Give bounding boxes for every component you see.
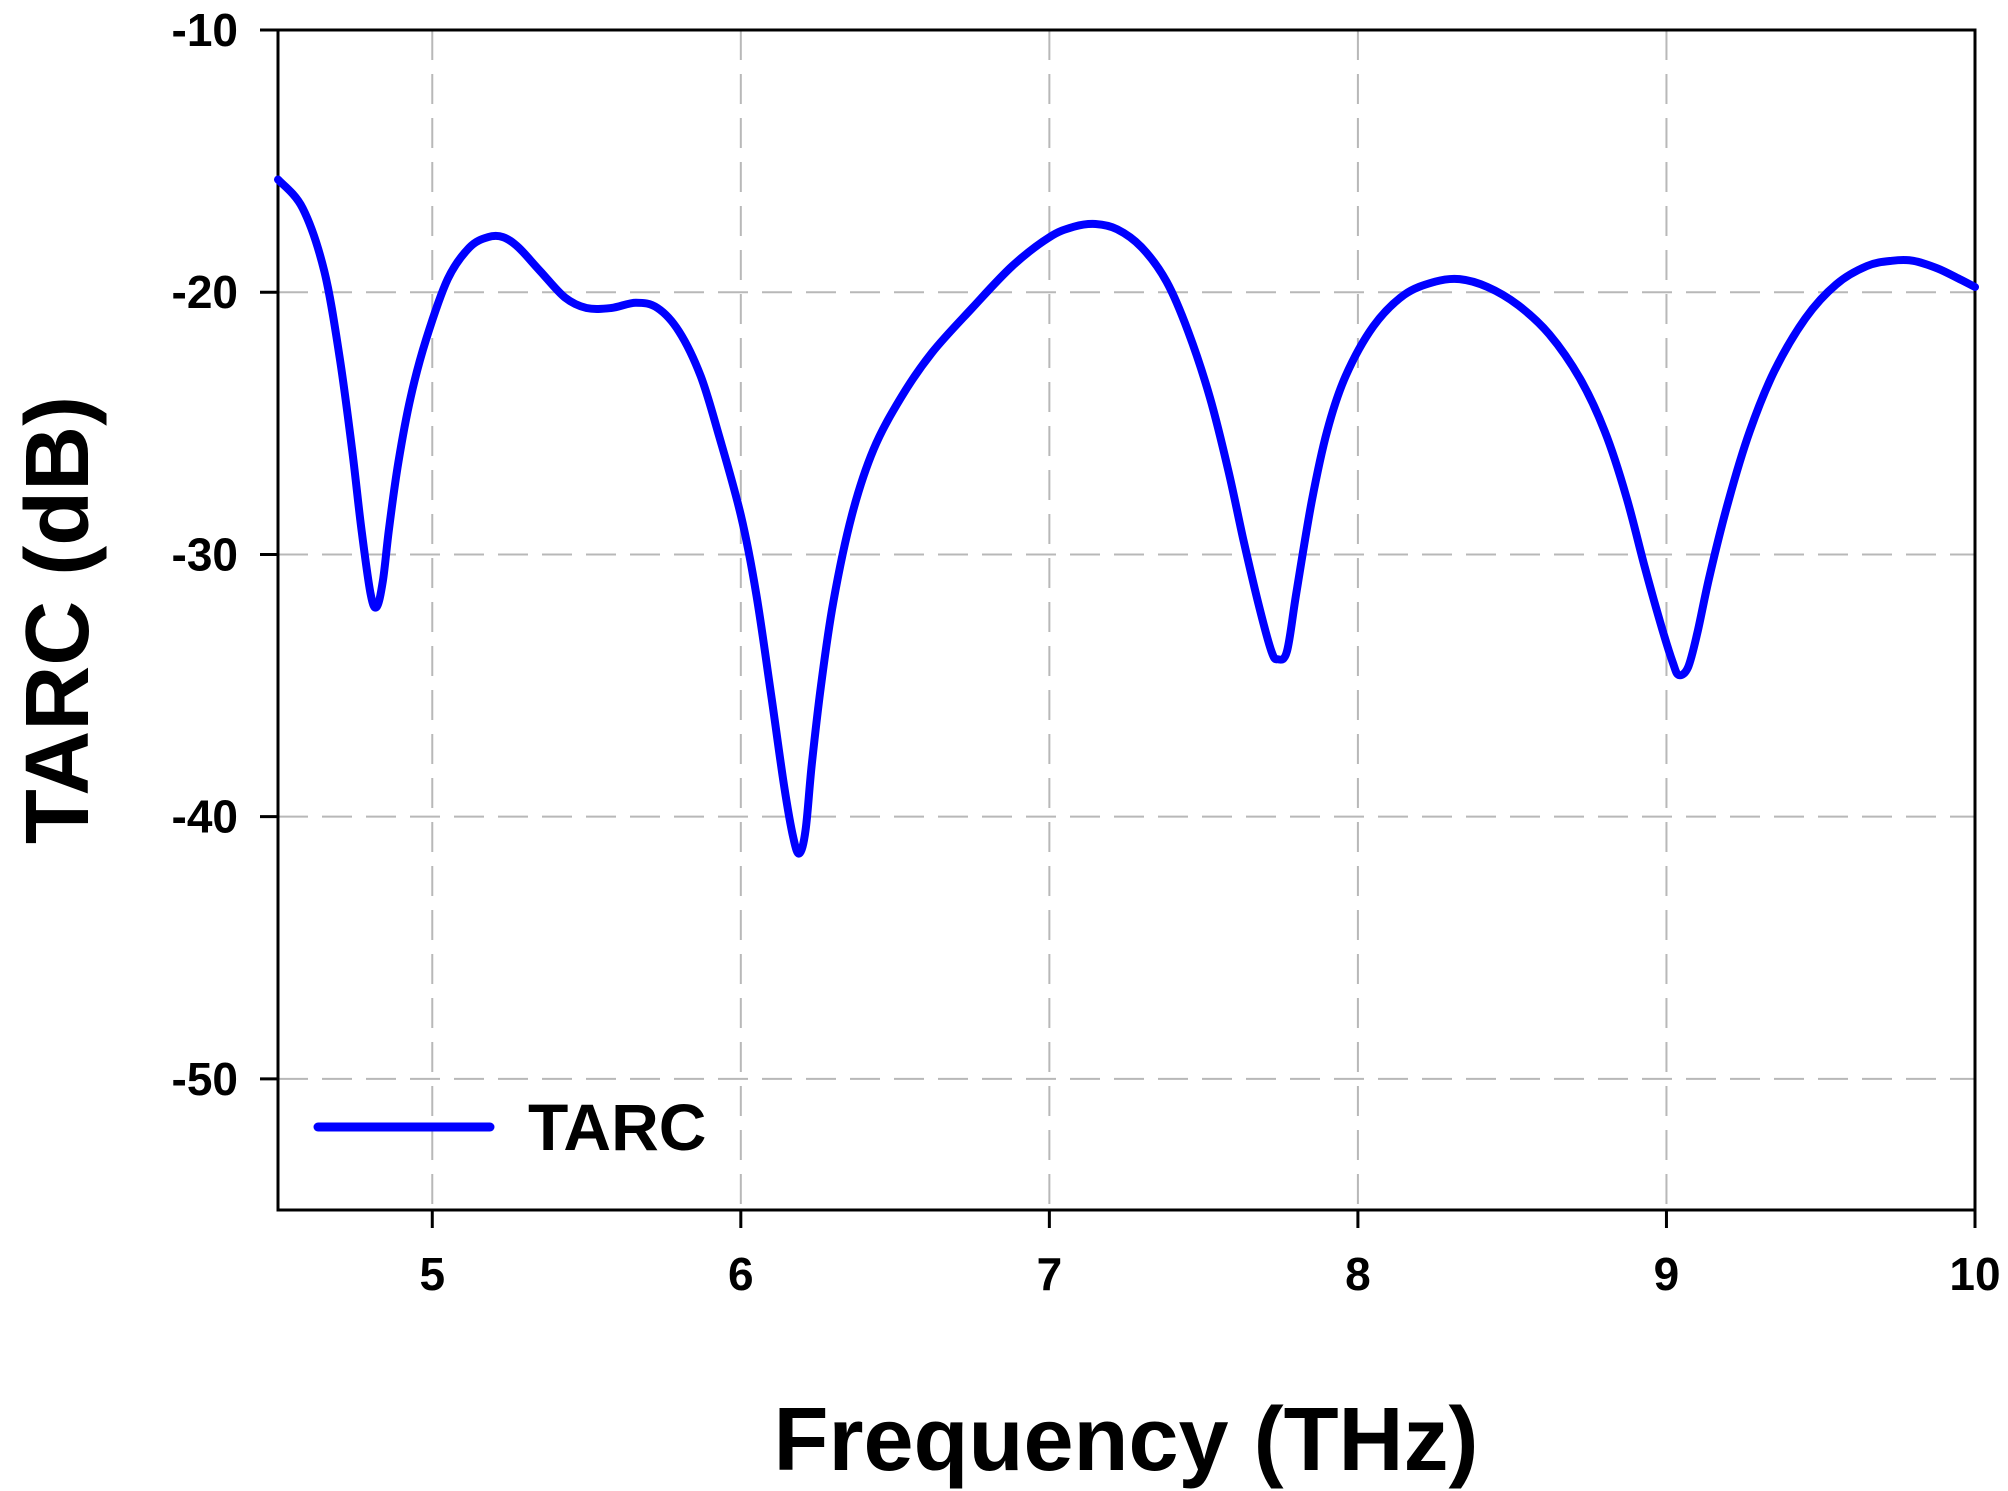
tarc-series-line <box>274 175 1979 858</box>
y-tick-label: -20 <box>172 266 238 318</box>
x-tick-label: 9 <box>1654 1248 1680 1300</box>
x-tick-label: 8 <box>1345 1248 1371 1300</box>
plot-frame <box>276 28 1977 1212</box>
x-tick-label: 5 <box>419 1248 445 1300</box>
legend: TARC <box>313 1090 706 1164</box>
grid-layer <box>278 30 1975 1210</box>
y-tick-label: -40 <box>172 791 238 843</box>
y-axis-title: TARC (dB) <box>8 396 108 844</box>
x-tick-label: 7 <box>1037 1248 1063 1300</box>
x-tick-label: 6 <box>728 1248 754 1300</box>
y-tick-label: -30 <box>172 528 238 580</box>
x-axis-title: Frequency (THz) <box>773 1390 1478 1490</box>
y-tick-label: -50 <box>172 1053 238 1105</box>
y-tick-label: -10 <box>172 4 238 56</box>
legend-label-tarc: TARC <box>528 1090 706 1164</box>
tick-layer: 5 6 7 8 9 10 -10 -20 -30 -40 -50 <box>172 4 2001 1300</box>
x-tick-label: 10 <box>1949 1248 2000 1300</box>
